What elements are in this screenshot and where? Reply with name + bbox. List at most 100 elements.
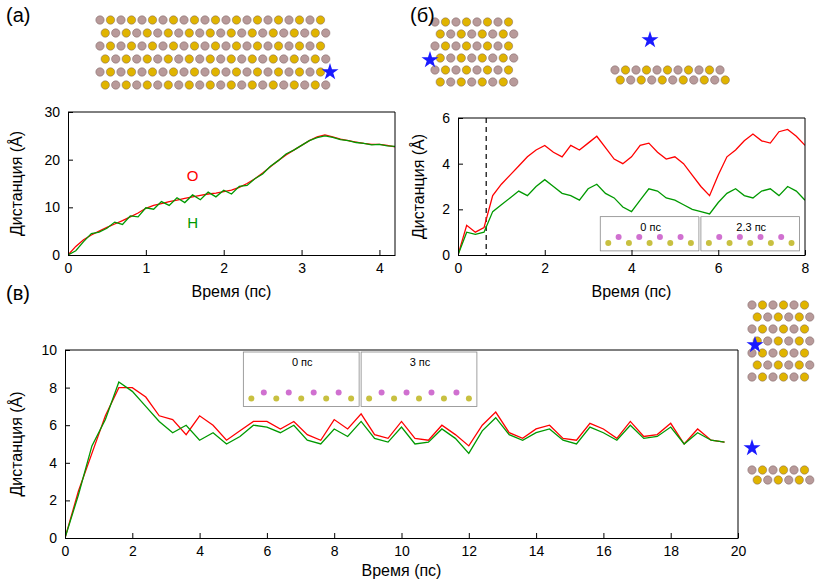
atom — [806, 476, 814, 484]
y-tick-label: 0 — [442, 247, 450, 263]
atom — [494, 18, 502, 26]
atom — [269, 81, 277, 89]
atom — [259, 81, 267, 89]
atom — [452, 42, 460, 50]
atom — [133, 81, 141, 89]
atom — [259, 29, 267, 37]
y-axis-line — [68, 113, 69, 256]
atom — [211, 68, 219, 76]
inset: 2.3 пс — [701, 217, 800, 251]
structure-illustration — [748, 301, 814, 381]
atom — [164, 55, 172, 63]
atom — [243, 16, 251, 24]
atom — [737, 234, 743, 240]
atom — [494, 66, 502, 74]
atom — [211, 16, 219, 24]
atom — [154, 55, 162, 63]
atom — [436, 78, 444, 86]
atom — [667, 240, 673, 246]
atom — [647, 240, 653, 246]
y-tick-label: 6 — [442, 110, 450, 126]
atom — [769, 325, 777, 333]
atom — [112, 29, 120, 37]
y-tick-label: 10 — [41, 342, 57, 358]
y-tick-label: 0 — [49, 530, 57, 546]
series-line — [458, 129, 805, 255]
y-tick-mark — [65, 350, 70, 351]
atom — [700, 76, 708, 84]
atom — [201, 68, 209, 76]
atom — [637, 76, 645, 84]
atom — [774, 313, 782, 321]
atom — [748, 301, 756, 309]
atom — [684, 66, 692, 74]
x-tick: 6 — [264, 533, 272, 559]
y-tick-mark — [65, 463, 70, 464]
atom — [185, 81, 193, 89]
atom — [238, 55, 246, 63]
atom — [159, 68, 167, 76]
x-axis-line — [69, 255, 396, 256]
atom — [143, 55, 151, 63]
inset: 0 пс — [600, 217, 699, 251]
atom — [764, 476, 772, 484]
atom — [510, 78, 518, 86]
atom — [790, 373, 798, 381]
atom — [133, 29, 141, 37]
atom — [626, 240, 632, 246]
y-axis: 0246810 — [41, 342, 70, 546]
atom — [301, 55, 309, 63]
y-tick-mark — [65, 425, 70, 426]
x-tick-label: 4 — [628, 260, 636, 276]
atom — [478, 30, 486, 38]
atom — [483, 42, 491, 50]
atom — [473, 42, 481, 50]
atom — [447, 30, 455, 38]
plot-area — [68, 135, 395, 255]
series-line — [68, 136, 395, 255]
atom — [790, 349, 798, 357]
atom — [206, 55, 214, 63]
atom — [148, 16, 156, 24]
atom — [253, 42, 261, 50]
y-tick-label: 4 — [442, 156, 450, 172]
atom — [117, 42, 125, 50]
atom — [243, 42, 251, 50]
atom — [175, 29, 183, 37]
y-tick-label: 4 — [49, 455, 57, 471]
x-tick: 18 — [663, 533, 679, 559]
x-tick-label: 6 — [264, 543, 272, 559]
x-tick-label: 0 — [65, 260, 73, 276]
x-tick-label: 12 — [462, 543, 478, 559]
atom — [138, 68, 146, 76]
atom — [274, 68, 282, 76]
atom — [127, 68, 135, 76]
atom — [431, 66, 439, 74]
atom — [632, 66, 640, 74]
atom — [154, 29, 162, 37]
x-tick: 1 — [142, 250, 150, 276]
atom — [510, 30, 518, 38]
x-tick-label: 8 — [802, 260, 810, 276]
atom — [264, 16, 272, 24]
atom — [206, 81, 214, 89]
y-tick-label: 20 — [44, 152, 60, 168]
frame-right — [738, 350, 739, 538]
x-tick: 2 — [129, 533, 137, 559]
atom — [436, 30, 444, 38]
atom — [679, 76, 687, 84]
atom — [222, 16, 230, 24]
y-tick-mark — [65, 500, 70, 501]
inset-label: 0 пс — [640, 221, 661, 233]
atom — [290, 29, 298, 37]
atom — [217, 81, 225, 89]
atom — [169, 68, 177, 76]
x-tick-mark — [805, 250, 806, 255]
x-tick: 20 — [731, 533, 747, 559]
y-tick: 0 — [52, 247, 73, 263]
inset-frame — [361, 352, 477, 407]
atom — [295, 16, 303, 24]
y-tick-label: 10 — [44, 199, 60, 215]
atom — [688, 240, 694, 246]
reference-line — [486, 118, 487, 255]
